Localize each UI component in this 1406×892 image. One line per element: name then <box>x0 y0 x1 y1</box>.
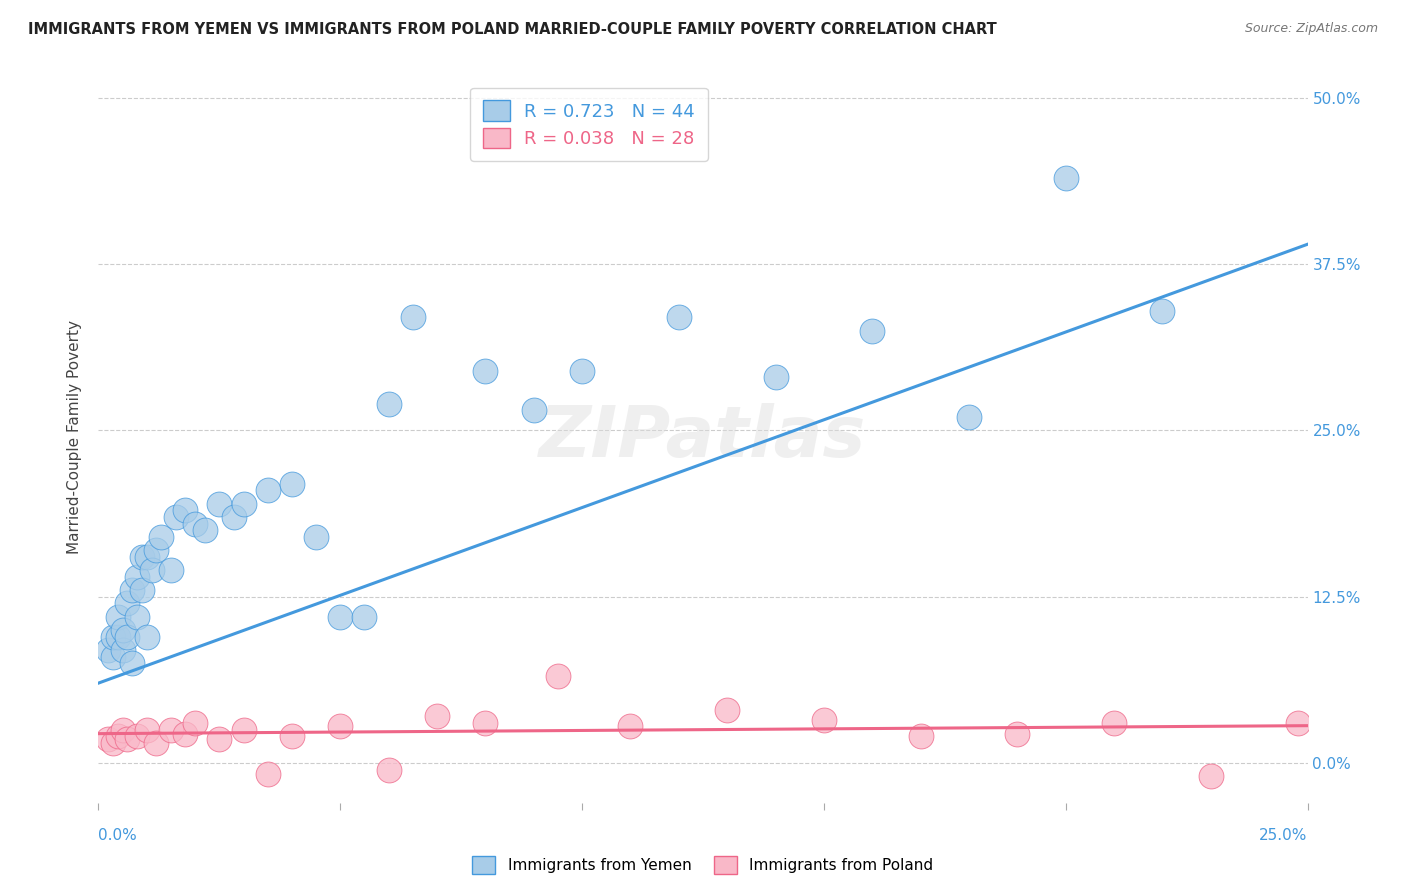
Point <box>474 363 496 377</box>
Point <box>281 476 304 491</box>
Point <box>523 403 546 417</box>
Text: IMMIGRANTS FROM YEMEN VS IMMIGRANTS FROM POLAND MARRIED-COUPLE FAMILY POVERTY CO: IMMIGRANTS FROM YEMEN VS IMMIGRANTS FROM… <box>28 22 997 37</box>
Point <box>1102 716 1125 731</box>
Point <box>910 729 932 743</box>
Point <box>111 643 134 657</box>
Point <box>256 483 278 498</box>
Point <box>131 582 153 597</box>
Point <box>150 530 173 544</box>
Point <box>127 609 149 624</box>
Point <box>117 630 139 644</box>
Point <box>1199 769 1222 783</box>
Point <box>111 623 134 637</box>
Point <box>208 497 231 511</box>
Point <box>101 649 124 664</box>
Point <box>232 497 254 511</box>
Point <box>305 530 328 544</box>
Point <box>97 731 120 746</box>
Legend: Immigrants from Yemen, Immigrants from Poland: Immigrants from Yemen, Immigrants from P… <box>467 850 939 880</box>
Point <box>232 723 254 737</box>
Point <box>131 549 153 564</box>
Point <box>141 563 163 577</box>
Point <box>160 563 183 577</box>
Point <box>377 763 399 777</box>
Point <box>281 729 304 743</box>
Point <box>1007 726 1029 740</box>
Text: 25.0%: 25.0% <box>1260 828 1308 843</box>
Point <box>101 630 124 644</box>
Point <box>222 509 245 524</box>
Point <box>117 596 139 610</box>
Point <box>860 324 883 338</box>
Point <box>145 736 167 750</box>
Point <box>107 630 129 644</box>
Point <box>1152 303 1174 318</box>
Point <box>668 310 690 325</box>
Point <box>619 719 641 733</box>
Point <box>716 703 738 717</box>
Point <box>208 731 231 746</box>
Point <box>121 582 143 597</box>
Point <box>121 656 143 670</box>
Point <box>135 723 157 737</box>
Point <box>402 310 425 325</box>
Point <box>329 609 352 624</box>
Point <box>127 570 149 584</box>
Point <box>174 503 197 517</box>
Point <box>111 723 134 737</box>
Text: ZIPatlas: ZIPatlas <box>540 402 866 472</box>
Point <box>571 363 593 377</box>
Point <box>145 543 167 558</box>
Text: 0.0%: 0.0% <box>98 828 138 843</box>
Point <box>184 716 207 731</box>
Point <box>184 516 207 531</box>
Point <box>377 397 399 411</box>
Point <box>1054 170 1077 185</box>
Point <box>135 630 157 644</box>
Point <box>765 370 787 384</box>
Point <box>1286 716 1309 731</box>
Legend: R = 0.723   N = 44, R = 0.038   N = 28: R = 0.723 N = 44, R = 0.038 N = 28 <box>470 87 707 161</box>
Point <box>97 643 120 657</box>
Point <box>174 726 197 740</box>
Point <box>135 549 157 564</box>
Point <box>160 723 183 737</box>
Text: Source: ZipAtlas.com: Source: ZipAtlas.com <box>1244 22 1378 36</box>
Point <box>165 509 187 524</box>
Point <box>107 729 129 743</box>
Point <box>127 729 149 743</box>
Point <box>813 714 835 728</box>
Point <box>194 523 217 537</box>
Point <box>107 609 129 624</box>
Point <box>547 669 569 683</box>
Point <box>474 716 496 731</box>
Point <box>957 410 980 425</box>
Point <box>426 709 449 723</box>
Point <box>256 766 278 780</box>
Point <box>101 736 124 750</box>
Point <box>353 609 375 624</box>
Y-axis label: Married-Couple Family Poverty: Married-Couple Family Poverty <box>67 320 83 554</box>
Point <box>329 719 352 733</box>
Point <box>117 731 139 746</box>
